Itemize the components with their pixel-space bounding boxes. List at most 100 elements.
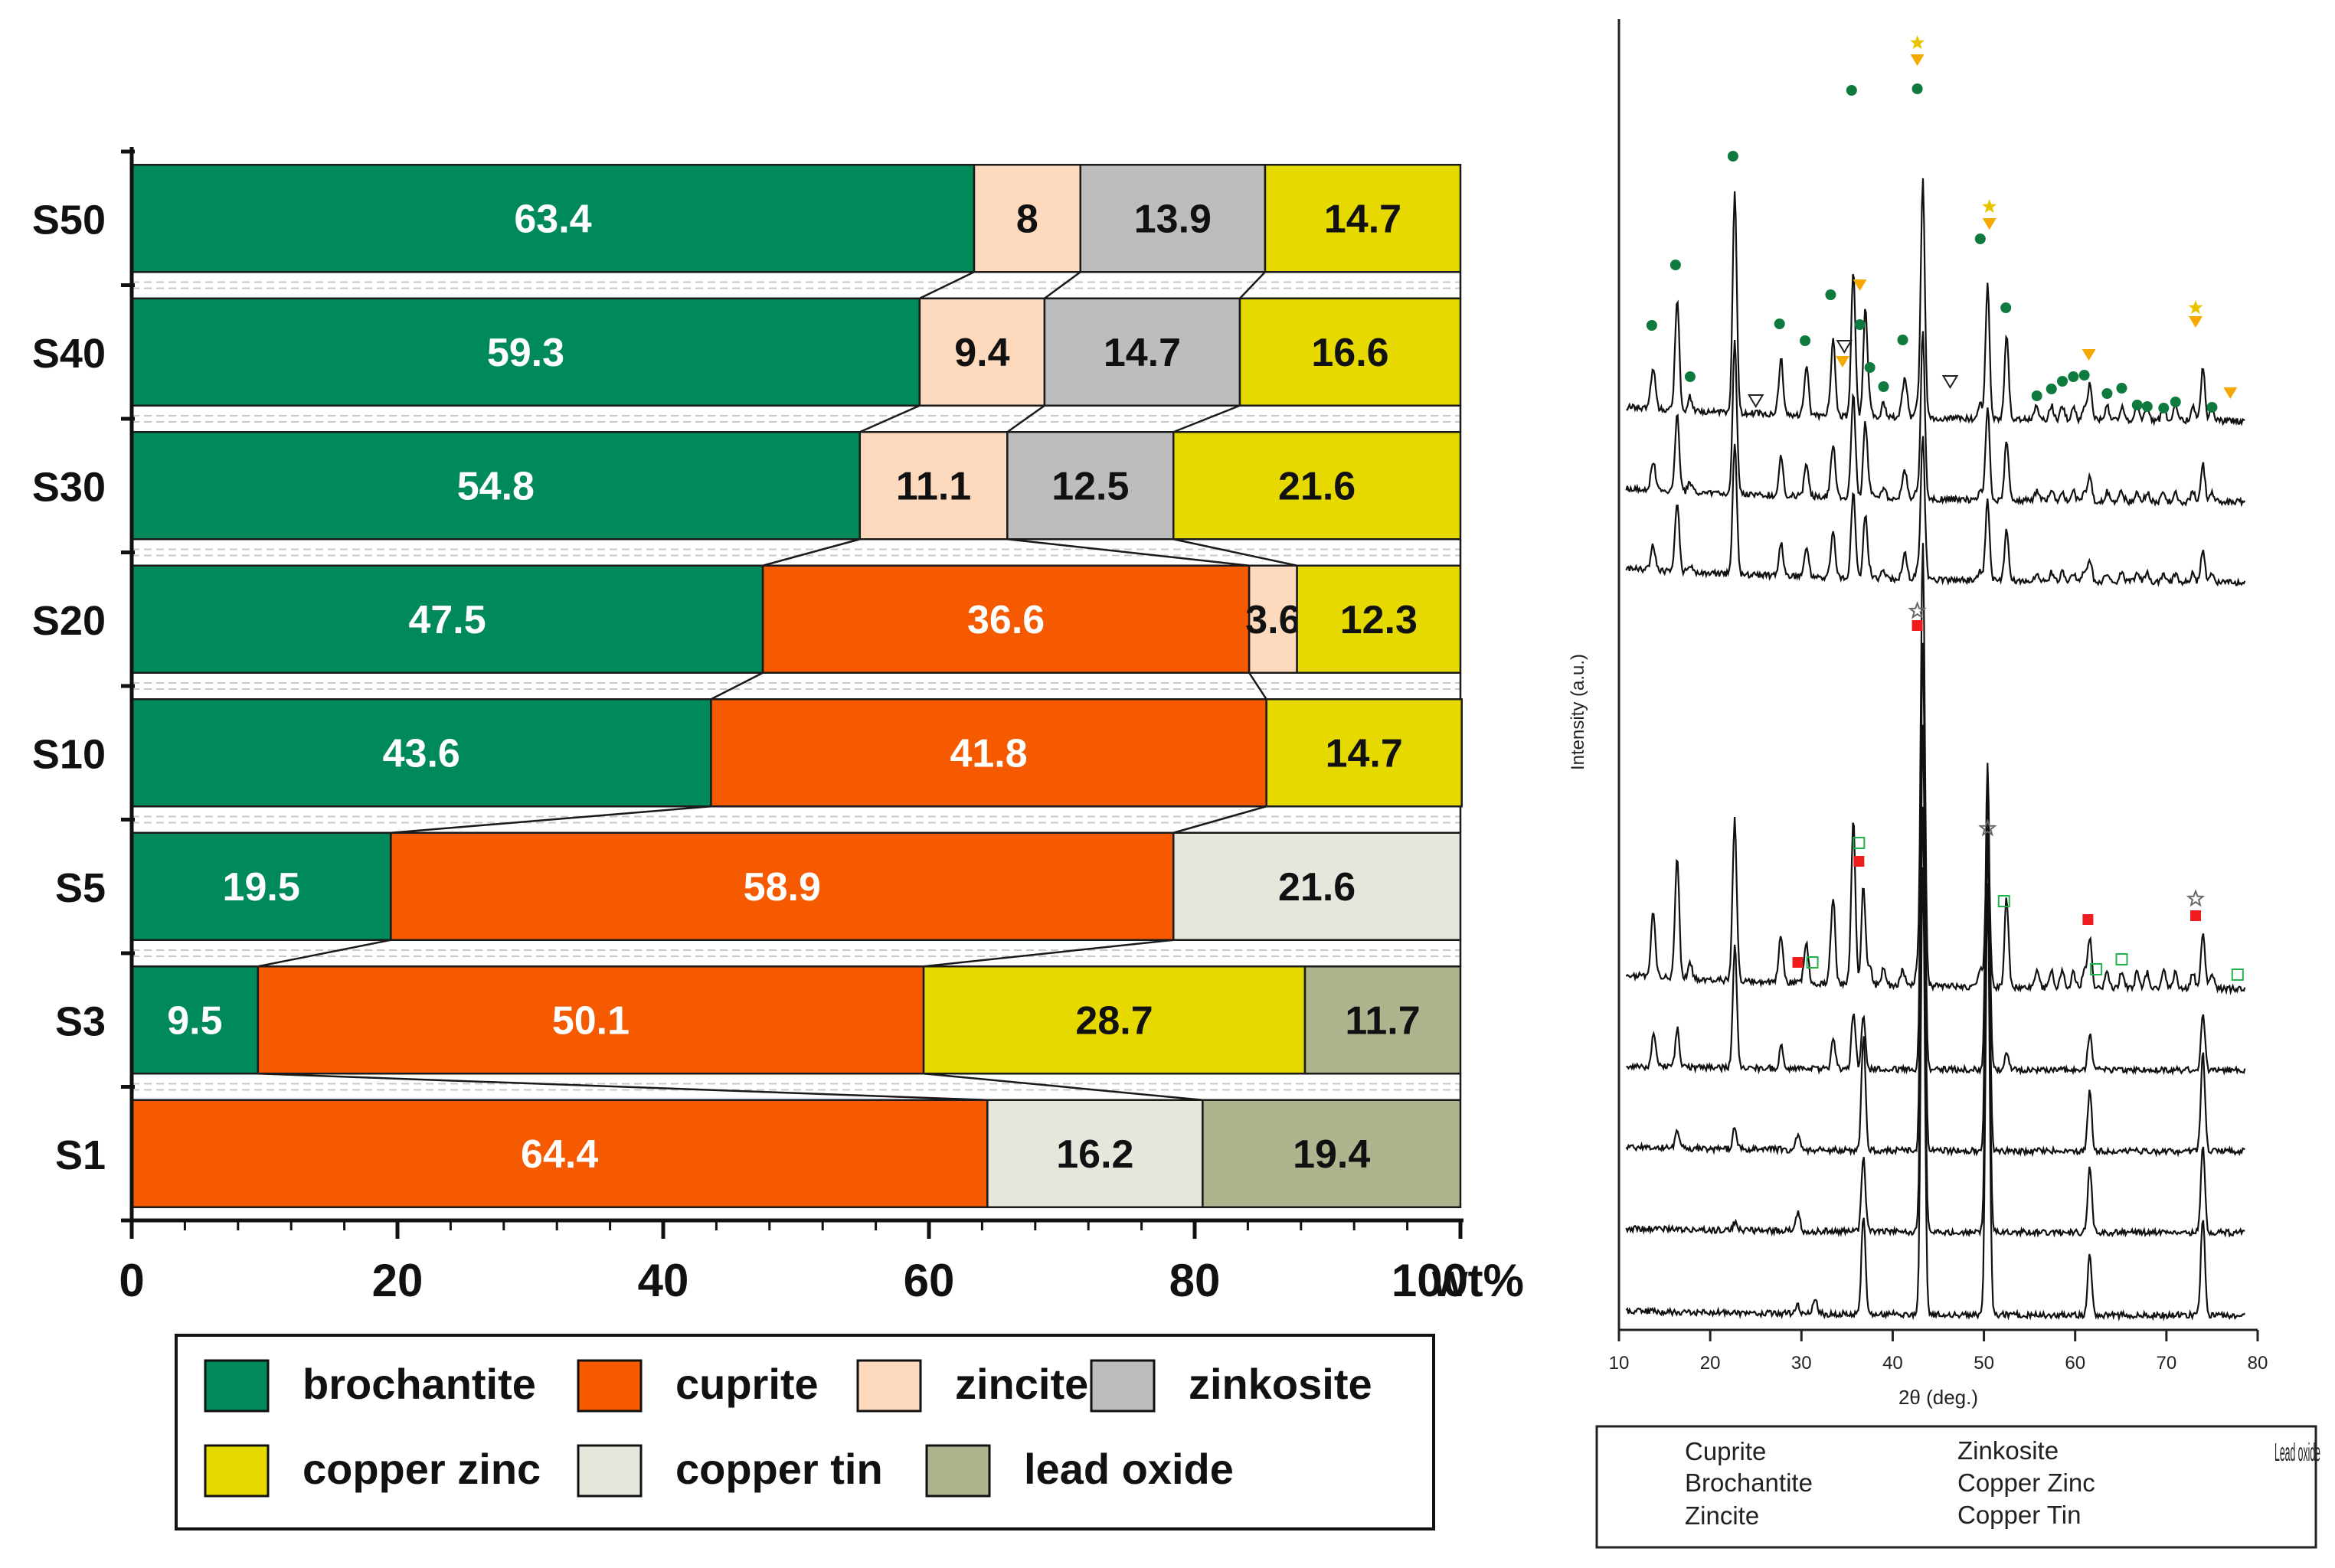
category-label: S3 xyxy=(55,998,106,1044)
brochantite-marker xyxy=(1684,371,1696,382)
lead-oxide-marker xyxy=(2231,969,2244,981)
bar-row-s10: 43.6 41.8 14.7 S10 xyxy=(32,698,1463,808)
legend-item-zinkosite: zinkosite xyxy=(1090,1359,1372,1413)
brochantite-marker xyxy=(2116,383,2127,394)
segment-value-label: 13.9 xyxy=(1134,197,1212,241)
sample-label: S 3 xyxy=(2267,1216,2294,1236)
category-label: S10 xyxy=(32,731,106,777)
bar-row-s1: 64.4 16.2 19.4 S1 xyxy=(55,1099,1462,1208)
segment-value-label: 41.8 xyxy=(950,731,1027,776)
segment-value-label: 8 xyxy=(1016,197,1038,241)
bar-segment-cuprite xyxy=(130,1099,989,1208)
brochantite-marker xyxy=(1669,260,1681,270)
lead-oxide-marker xyxy=(1997,895,2010,907)
segment-value-label: 3.6 xyxy=(1245,598,1300,642)
x-tick-label: 100 xyxy=(1392,1255,1468,1306)
xrd-legend-label: Zincite xyxy=(1685,1501,1759,1530)
segment-connector xyxy=(257,1073,988,1101)
xrd-peak-markers xyxy=(1628,35,2244,1524)
xrd-x-tick-label: 30 xyxy=(1791,1353,1812,1374)
segment-value-label: 47.5 xyxy=(408,598,486,642)
brochantite-marker xyxy=(1974,234,1986,244)
segment-value-label: 11.1 xyxy=(896,464,971,508)
xrd-x-tick-label: 60 xyxy=(2065,1353,2085,1374)
sample-label: S 30 xyxy=(2267,567,2304,587)
xrd-x-tick-label: 80 xyxy=(2248,1353,2268,1374)
segment-connectors xyxy=(257,271,1462,1101)
legend-label: copper zinc xyxy=(303,1445,541,1493)
segment-connector xyxy=(919,271,975,299)
legend-swatch-copper-tin xyxy=(577,1444,643,1498)
bar-segment-copper-zinc xyxy=(1296,564,1462,674)
category-label: S40 xyxy=(32,331,106,377)
segment-connector xyxy=(391,805,711,834)
segment-value-label: 14.7 xyxy=(1324,197,1401,241)
legend-swatch-brochantite xyxy=(204,1359,270,1413)
xrd-trace xyxy=(1626,642,2246,1076)
x-tick-label: 60 xyxy=(904,1255,955,1306)
legend-label: zincite xyxy=(955,1360,1088,1408)
xrd-axes: 10 20 30 40 50 60 70 80 2θ (deg.) Intensity (a.u.… xyxy=(1568,19,2268,1409)
segment-value-label: 19.4 xyxy=(1293,1132,1370,1177)
x-unit-label: wt% xyxy=(1431,1255,1524,1306)
legend-swatch-zincite xyxy=(856,1359,922,1413)
segment-connector xyxy=(1044,271,1081,299)
bar-segment-copper-zinc xyxy=(1238,297,1462,407)
zincite-marker xyxy=(1910,54,1925,66)
bar-segment-zinkosite xyxy=(1006,431,1175,541)
lead-oxide-marker xyxy=(1806,956,1819,969)
brochantite-marker xyxy=(2031,390,2042,401)
segment-value-label: 59.3 xyxy=(487,331,564,375)
bar-segment-lead-oxide xyxy=(1303,965,1462,1075)
segment-value-label: 14.7 xyxy=(1326,731,1403,776)
bar-segment-brochantite xyxy=(130,164,976,273)
segment-value-label: 21.6 xyxy=(1278,464,1356,508)
xrd-pattern-chart: 10 20 30 40 50 60 70 80 2θ (deg.) Intensity (a.u.… xyxy=(1568,19,2320,1549)
bar-row-s30: 54.8 11.1 12.5 21.6 S30 xyxy=(32,431,1462,541)
sample-label: S 40 xyxy=(2267,486,2304,507)
brochantite-marker xyxy=(2000,302,2012,313)
segment-value-label: 9.4 xyxy=(954,331,1009,375)
bar-segment-zinkosite xyxy=(1079,164,1267,273)
brochantite-marker xyxy=(2141,401,2153,412)
x-tick-label: 40 xyxy=(638,1255,689,1306)
segment-value-label: 54.8 xyxy=(457,464,535,508)
segment-value-label: 16.2 xyxy=(1056,1132,1133,1177)
zinkosite-marker xyxy=(1747,394,1764,408)
cuprite-marker xyxy=(1911,620,1923,631)
segment-value-label: 12.5 xyxy=(1051,464,1129,508)
xrd-legend: Cuprite Zinkosite Brochantite Copper Zinc Zi… xyxy=(1595,1425,2320,1549)
zincite-marker xyxy=(1835,356,1849,368)
legend-label: zinkosite xyxy=(1189,1360,1372,1408)
legend-item-brochantite: brochantite xyxy=(204,1359,536,1413)
bar-segment-copper-zinc xyxy=(1264,164,1462,273)
segment-value-label: 21.6 xyxy=(1278,865,1356,910)
brochantite-marker xyxy=(2078,370,2090,381)
xrd-x-tick-label: 10 xyxy=(1609,1353,1630,1374)
segment-value-label: 50.1 xyxy=(552,998,630,1043)
bar-segment-brochantite xyxy=(130,297,921,407)
zinkosite-marker xyxy=(1836,340,1853,354)
category-label: S50 xyxy=(32,197,106,243)
segment-value-label: 19.5 xyxy=(223,865,300,910)
brochantite-marker xyxy=(2057,376,2068,387)
bar-segment-copper-zinc xyxy=(922,965,1306,1075)
bar-segment-brochantite xyxy=(130,698,712,808)
lead-oxide-marker xyxy=(2090,963,2103,975)
xrd-x-tick-label: 20 xyxy=(1700,1353,1721,1374)
xrd-trace xyxy=(1625,543,2246,995)
segment-connector xyxy=(1239,271,1266,299)
segment-connector xyxy=(923,1073,1203,1101)
segment-value-label: 36.6 xyxy=(967,598,1045,642)
brochantite-marker xyxy=(1774,318,1785,329)
segment-value-label: 11.7 xyxy=(1345,998,1420,1043)
xrd-x-axis-title: 2θ (deg.) xyxy=(1898,1386,1978,1409)
lead-oxide-marker xyxy=(2115,953,2128,965)
segment-connector xyxy=(1172,404,1241,433)
brochantite-marker xyxy=(1846,85,1857,96)
segment-value-label: 12.3 xyxy=(1340,598,1418,642)
xrd-trace xyxy=(1626,178,2245,426)
brochantite-marker xyxy=(2046,384,2057,394)
brochantite-marker xyxy=(2206,402,2218,413)
